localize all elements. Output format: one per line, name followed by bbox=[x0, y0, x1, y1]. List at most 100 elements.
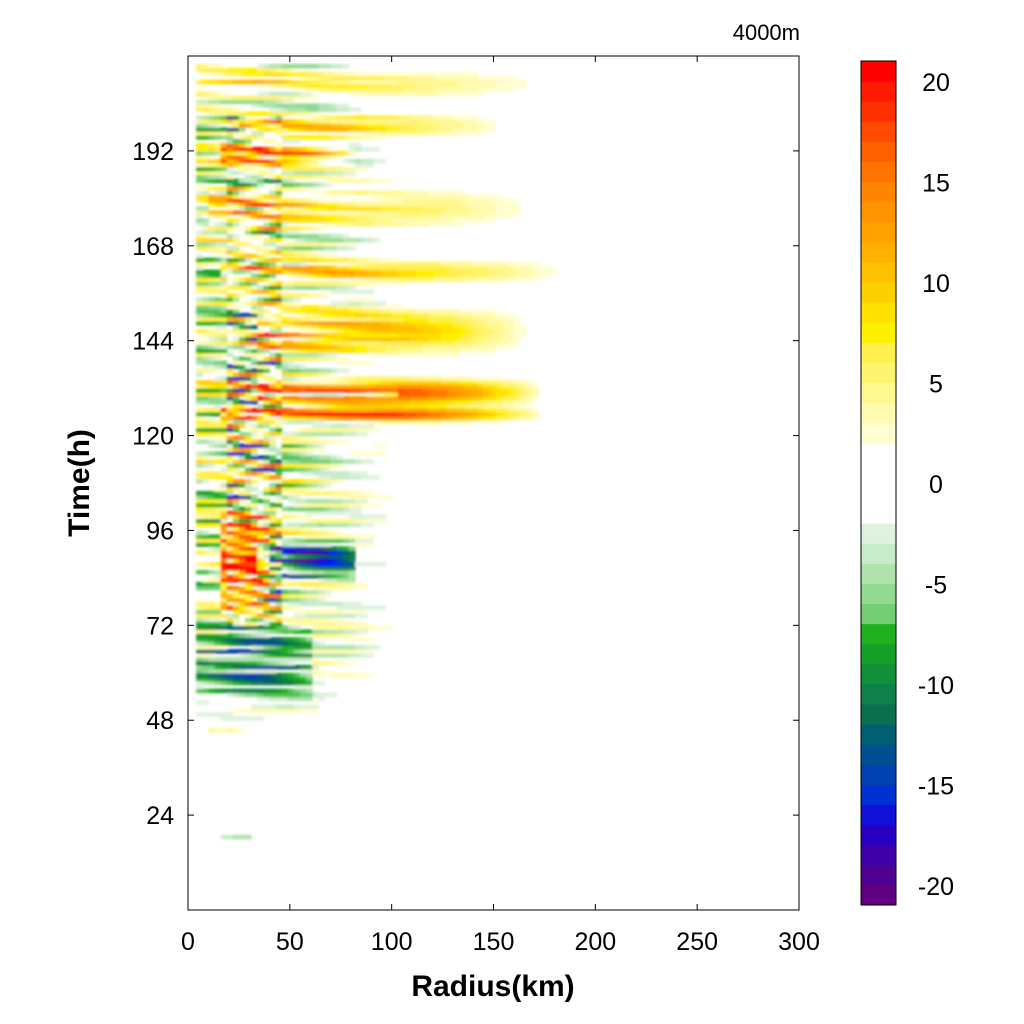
heatmap-cell bbox=[226, 569, 234, 575]
heatmap-cell bbox=[245, 486, 252, 492]
heatmap-cell bbox=[385, 131, 393, 136]
heatmap-cell bbox=[342, 534, 350, 539]
heatmap-cell bbox=[300, 324, 307, 330]
heatmap-cell bbox=[238, 142, 246, 148]
heatmap-cell bbox=[269, 538, 277, 543]
heatmap-cell bbox=[214, 407, 222, 413]
heatmap-cell bbox=[263, 486, 271, 492]
heatmap-cell bbox=[238, 451, 246, 456]
heatmap-cell bbox=[361, 427, 368, 433]
heatmap-cell bbox=[324, 585, 332, 591]
heatmap-cell bbox=[336, 281, 344, 286]
heatmap-cell bbox=[440, 407, 448, 413]
heatmap-cell bbox=[361, 411, 368, 417]
heatmap-cell bbox=[355, 514, 362, 520]
colorbar-segment bbox=[861, 824, 896, 846]
heatmap-cell bbox=[458, 218, 466, 223]
heatmap-cell bbox=[495, 344, 503, 350]
heatmap-cell bbox=[397, 202, 405, 207]
heatmap-cell bbox=[232, 154, 240, 160]
heatmap-cell bbox=[471, 316, 478, 322]
heatmap-cell bbox=[330, 498, 338, 504]
heatmap-cell bbox=[507, 340, 515, 346]
heatmap-cell bbox=[300, 281, 307, 286]
heatmap-cell bbox=[355, 502, 362, 508]
heatmap-cell bbox=[281, 158, 289, 164]
heatmap-cell bbox=[446, 388, 454, 393]
heatmap-cell bbox=[446, 131, 454, 136]
heatmap-cell bbox=[348, 613, 356, 619]
heatmap-cell bbox=[464, 79, 472, 85]
heatmap-cell bbox=[464, 218, 472, 223]
heatmap-cell bbox=[446, 312, 454, 318]
heatmap-cell bbox=[263, 411, 271, 417]
heatmap-cell bbox=[452, 265, 460, 271]
heatmap-cell bbox=[196, 146, 203, 152]
heatmap-cell bbox=[208, 316, 216, 322]
heatmap-cell bbox=[330, 237, 338, 243]
heatmap-cell bbox=[220, 249, 228, 255]
heatmap-cell bbox=[355, 265, 362, 271]
heatmap-cell bbox=[495, 332, 503, 338]
heatmap-cell bbox=[434, 198, 442, 203]
heatmap-cell bbox=[214, 186, 222, 192]
heatmap-cell bbox=[348, 471, 356, 476]
heatmap-cell bbox=[348, 79, 356, 85]
heatmap-cell bbox=[251, 688, 258, 694]
heatmap-cell bbox=[428, 218, 436, 223]
heatmap-cell bbox=[196, 455, 203, 460]
heatmap-cell bbox=[397, 396, 405, 401]
heatmap-cell bbox=[232, 178, 240, 184]
heatmap-cell bbox=[214, 273, 222, 279]
heatmap-cell bbox=[232, 569, 240, 575]
heatmap-cell bbox=[263, 285, 271, 290]
heatmap-cell bbox=[416, 407, 423, 413]
heatmap-cell bbox=[287, 127, 295, 132]
heatmap-cell bbox=[196, 502, 203, 508]
heatmap-cell bbox=[342, 376, 350, 381]
heatmap-cell bbox=[232, 115, 240, 120]
level-label: 4000m bbox=[733, 20, 800, 45]
heatmap-cell bbox=[422, 202, 429, 207]
heatmap-cell bbox=[471, 309, 478, 314]
heatmap-cell bbox=[361, 289, 368, 294]
heatmap-cell bbox=[202, 415, 209, 421]
heatmap-cell bbox=[251, 534, 258, 539]
heatmap-cell bbox=[361, 297, 368, 302]
heatmap-cell bbox=[226, 435, 234, 441]
heatmap-cell bbox=[238, 332, 246, 338]
heatmap-cell bbox=[300, 455, 307, 460]
heatmap-cell bbox=[287, 455, 295, 460]
heatmap-cell bbox=[214, 285, 222, 290]
heatmap-cell bbox=[263, 63, 271, 69]
heatmap-cell bbox=[269, 641, 277, 646]
heatmap-cell bbox=[251, 194, 258, 199]
heatmap-cell bbox=[324, 178, 332, 184]
heatmap-cell bbox=[452, 407, 460, 413]
heatmap-cell bbox=[196, 388, 203, 393]
heatmap-cell bbox=[416, 222, 423, 227]
heatmap-cell bbox=[342, 297, 350, 302]
colorbar-segment bbox=[861, 503, 896, 524]
heatmap-cell bbox=[397, 131, 405, 136]
heatmap-cell bbox=[232, 127, 240, 132]
heatmap-cell bbox=[269, 403, 277, 409]
heatmap-cell bbox=[336, 423, 344, 429]
heatmap-cell bbox=[257, 680, 264, 686]
heatmap-cell bbox=[477, 388, 484, 393]
heatmap-cell bbox=[281, 95, 289, 101]
colorbar-tick-label: 5 bbox=[929, 371, 943, 399]
heatmap-cell bbox=[214, 443, 222, 449]
heatmap-cell bbox=[269, 419, 277, 425]
heatmap-cell bbox=[312, 490, 319, 496]
heatmap-cell bbox=[458, 190, 466, 195]
heatmap-cell bbox=[440, 324, 448, 330]
heatmap-cell bbox=[232, 526, 240, 532]
heatmap-cell bbox=[434, 419, 442, 425]
heatmap-cell bbox=[269, 502, 277, 508]
heatmap-cell bbox=[428, 344, 436, 350]
heatmap-cell bbox=[196, 522, 203, 528]
heatmap-cell bbox=[355, 305, 362, 310]
heatmap-cell bbox=[330, 431, 338, 437]
heatmap-cell bbox=[263, 99, 271, 105]
